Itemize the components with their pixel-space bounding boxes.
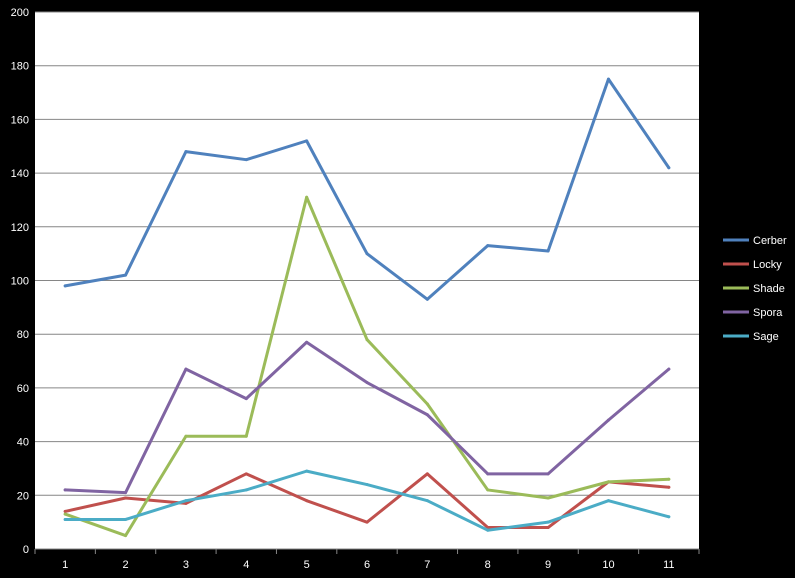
gridlines [35,11,699,496]
data-point-cerber [546,249,550,253]
data-point-spora [486,472,490,476]
data-point-sage [244,488,248,492]
legend-label-cerber: Cerber [753,235,787,247]
x-tick-label: 1 [62,559,68,571]
data-point-spora [184,367,188,371]
legend-label-spora: Spora [753,307,783,319]
data-point-cerber [63,284,67,288]
y-tick-label: 100 [11,276,29,288]
data-point-sage [365,483,369,487]
data-point-shade [425,402,429,406]
x-tick-label: 5 [304,559,310,571]
y-tick-label: 60 [17,383,29,395]
y-tick-label: 180 [11,61,29,73]
y-tick-label: 80 [17,329,29,341]
data-point-spora [63,488,67,492]
data-point-cerber [365,252,369,256]
y-tick-label: 40 [17,437,29,449]
data-point-locky [244,472,248,476]
data-point-shade [606,480,610,484]
data-point-cerber [184,150,188,154]
legend: Cerber Locky Shade Spora Sage [723,235,787,343]
data-point-shade [546,496,550,500]
data-point-spora [425,413,429,417]
x-tick-label: 6 [364,559,370,571]
data-point-cerber [244,158,248,162]
y-tick-label: 120 [11,222,29,234]
data-point-sage [606,499,610,503]
legend-label-sage: Sage [753,331,779,343]
data-point-cerber [486,244,490,248]
data-point-shade [184,434,188,438]
data-point-locky [63,509,67,513]
data-point-sage [305,469,309,473]
x-tick-label: 9 [545,559,551,571]
data-point-locky [124,496,128,500]
data-point-cerber [667,166,671,170]
data-point-shade [244,434,248,438]
x-tick-label: 4 [243,559,249,571]
data-point-spora [305,340,309,344]
x-tick-label: 10 [602,559,614,571]
data-point-sage [184,499,188,503]
legend-label-locky: Locky [753,259,782,271]
data-point-locky [365,520,369,524]
data-point-spora [606,418,610,422]
axes: 0 20 40 60 80 100 120 140 160 180 200 1 2 3 4 5 6 7 8 9 10 11 [11,7,700,571]
y-tick-label: 160 [11,114,29,126]
data-point-cerber [305,139,309,143]
data-point-sage [425,499,429,503]
data-point-spora [546,472,550,476]
x-tick-label: 7 [424,559,430,571]
data-point-cerber [124,273,128,277]
data-point-sage [63,517,67,521]
data-point-shade [305,195,309,199]
legend-label-shade: Shade [753,283,785,295]
data-point-spora [124,491,128,495]
data-point-cerber [425,297,429,301]
data-point-spora [244,397,248,401]
data-point-spora [667,367,671,371]
data-point-sage [667,515,671,519]
data-point-shade [486,488,490,492]
data-point-sage [124,517,128,521]
x-tick-label: 8 [485,559,491,571]
data-point-locky [425,472,429,476]
data-point-shade [124,534,128,538]
y-tick-label: 200 [11,7,29,19]
data-point-spora [365,381,369,385]
data-point-sage [546,520,550,524]
series-lines [63,77,671,538]
data-point-locky [305,499,309,503]
data-point-cerber [606,77,610,81]
data-point-locky [184,501,188,505]
data-point-shade [667,477,671,481]
x-tick-label: 3 [183,559,189,571]
x-tick-label: 11 [663,559,674,571]
x-tick-label: 2 [122,559,128,571]
data-point-shade [365,338,369,342]
y-tick-label: 20 [17,490,29,502]
data-point-shade [63,512,67,516]
data-point-locky [546,526,550,530]
y-tick-label: 140 [11,168,29,180]
data-point-sage [486,528,490,532]
data-point-locky [667,485,671,489]
y-tick-label: 0 [23,544,29,556]
